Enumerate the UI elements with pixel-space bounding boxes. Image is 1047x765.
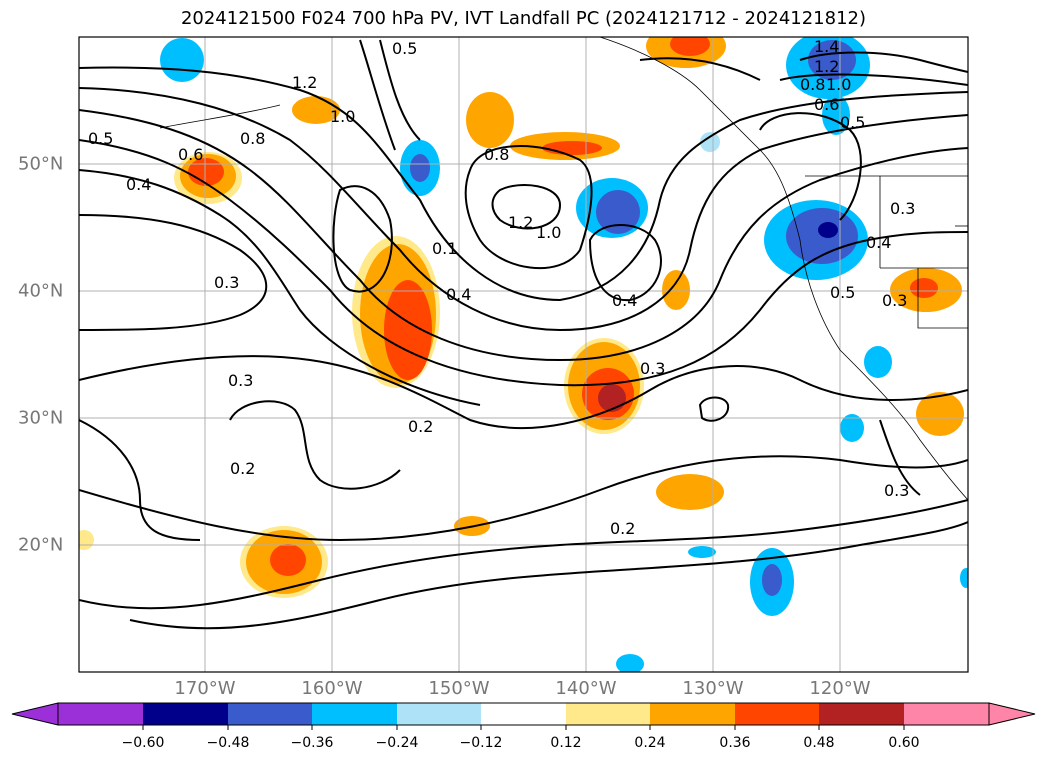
colorbar-max-extend bbox=[988, 702, 1036, 726]
colorbar-frame bbox=[57, 702, 990, 726]
colorbar bbox=[11, 702, 1036, 730]
contour-label: 0.4 bbox=[866, 233, 891, 252]
colorbar-tick-label: −0.24 bbox=[375, 735, 419, 751]
contour-label: 0.4 bbox=[126, 175, 151, 194]
contour-label: 0.6 bbox=[178, 145, 203, 164]
colorbar-min-extend bbox=[11, 702, 59, 726]
colorbar-tick-label: −0.60 bbox=[121, 735, 165, 751]
colorbar-segment bbox=[819, 703, 904, 725]
colorbar-segment bbox=[397, 703, 481, 725]
colorbar-tick-label: 0.24 bbox=[634, 735, 666, 751]
contour-label: 0.2 bbox=[610, 519, 635, 538]
colorbar-tick-label: 0.48 bbox=[803, 735, 835, 751]
map-figure: 0.5 1.2 0.5 1.0 0.8 0.6 0.4 0.8 1.2 1.0 … bbox=[78, 36, 969, 673]
contour-label: 1.2 bbox=[814, 57, 839, 76]
contour-label: 0.3 bbox=[890, 199, 915, 218]
contour-label: 1.0 bbox=[330, 107, 355, 126]
colorbar-tick-label: 0.36 bbox=[719, 735, 751, 751]
contour-label: 0.6 bbox=[814, 95, 839, 114]
lon-tick-label: 130°W bbox=[682, 678, 744, 699]
colorbar-segment bbox=[735, 703, 819, 725]
lon-tick-label: 170°W bbox=[174, 678, 236, 699]
contour-label: 1.4 bbox=[814, 37, 839, 56]
contour-label: 0.3 bbox=[214, 273, 239, 292]
lat-tick-label: 30°N bbox=[18, 407, 64, 429]
map-frame bbox=[78, 36, 969, 673]
colorbar-segment bbox=[58, 703, 143, 725]
contour-labels: 0.5 1.2 0.5 1.0 0.8 0.6 0.4 0.8 1.2 1.0 … bbox=[88, 37, 915, 538]
lon-tick-label: 120°W bbox=[809, 678, 871, 699]
contour-label: 0.5 bbox=[392, 39, 417, 58]
lon-tick-label: 160°W bbox=[301, 678, 363, 699]
lat-tick-label: 50°N bbox=[18, 153, 64, 175]
lat-tick-label: 20°N bbox=[18, 534, 64, 556]
contour-label: 0.2 bbox=[408, 417, 433, 436]
pv-contours bbox=[79, 39, 968, 630]
contour-label: 0.4 bbox=[446, 285, 471, 304]
colorbar-tick-label: 0.60 bbox=[888, 735, 920, 751]
lat-tick-label: 40°N bbox=[18, 280, 64, 302]
contour-label: 0.5 bbox=[88, 129, 113, 148]
colorbar-segment bbox=[312, 703, 397, 725]
colorbar-tick-label: −0.48 bbox=[206, 735, 250, 751]
colorbar-tick-label: −0.12 bbox=[459, 735, 503, 751]
contour-label: 1.0 bbox=[536, 223, 561, 242]
contour-label: 0.1 bbox=[432, 239, 457, 258]
colorbar-segment bbox=[228, 703, 312, 725]
contour-label: 0.8 bbox=[484, 145, 509, 164]
contour-label: 0.5 bbox=[840, 113, 865, 132]
colorbar-tick-label: −0.36 bbox=[290, 735, 334, 751]
graticule bbox=[79, 37, 968, 672]
contour-label: 0.4 bbox=[612, 291, 637, 310]
contour-label: 0.8 bbox=[240, 129, 265, 148]
contour-label: 0.5 bbox=[830, 283, 855, 302]
contour-label: 0.3 bbox=[884, 481, 909, 500]
contour-label: 1.0 bbox=[826, 75, 851, 94]
map-title: 2024121500 F024 700 hPa PV, IVT Landfall… bbox=[180, 8, 867, 29]
contour-label: 0.2 bbox=[230, 459, 255, 478]
colorbar-segment bbox=[143, 703, 228, 725]
coastline bbox=[159, 37, 968, 501]
contour-label: 0.3 bbox=[882, 291, 907, 310]
positive-shading bbox=[79, 37, 964, 598]
colorbar-segment bbox=[650, 703, 735, 725]
colorbar-segment bbox=[566, 703, 650, 725]
contour-label: 0.8 bbox=[800, 75, 825, 94]
lon-tick-label: 140°W bbox=[555, 678, 617, 699]
contour-label: 1.2 bbox=[508, 213, 533, 232]
colorbar-segment bbox=[481, 703, 566, 725]
lon-tick-label: 150°W bbox=[428, 678, 490, 699]
colorbar-tick-label: 0.12 bbox=[550, 735, 582, 751]
colorbar-segment bbox=[904, 703, 989, 725]
contour-label: 0.3 bbox=[228, 371, 253, 390]
contour-label: 0.3 bbox=[640, 359, 665, 378]
contour-label: 1.2 bbox=[292, 73, 317, 92]
